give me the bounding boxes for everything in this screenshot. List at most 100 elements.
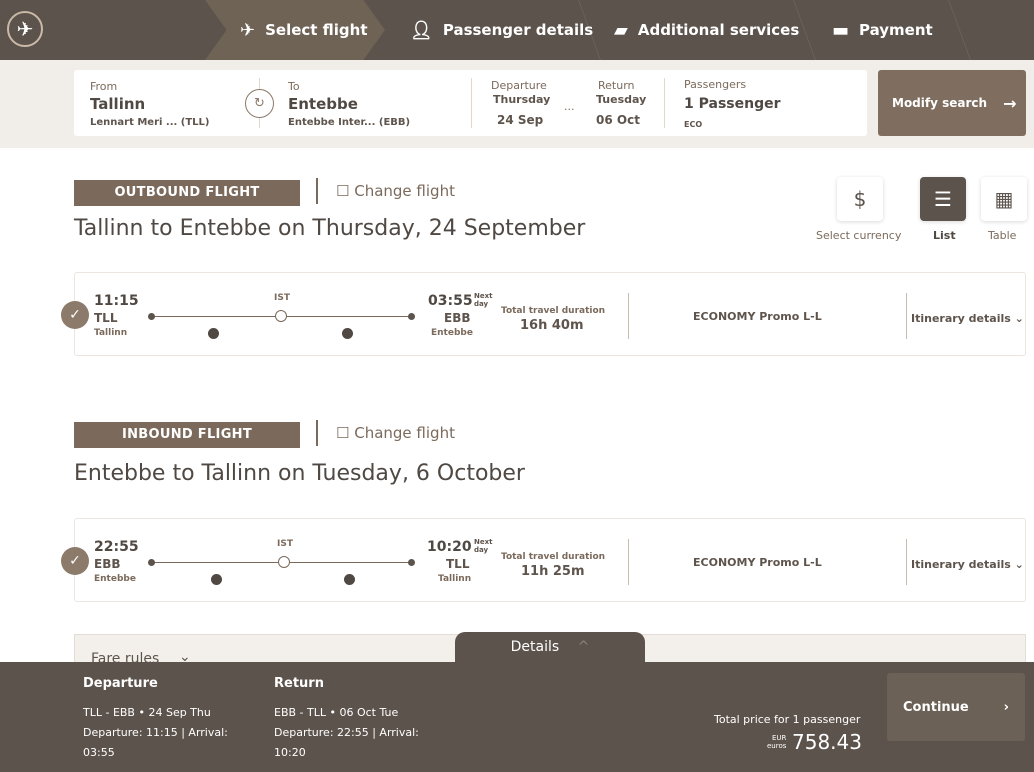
list-label: List (933, 229, 956, 242)
inbound-title: Entebbe to Tallinn on Tuesday, 6 October (74, 461, 525, 486)
airline-logo[interactable]: ✈ (7, 11, 43, 47)
step-select-flight[interactable]: ✈ Select flight (240, 0, 368, 60)
chevron-right-icon: › (1003, 699, 1009, 715)
from-label: From (90, 80, 118, 93)
step-label: Select flight (265, 21, 368, 39)
arrival-time: 03:55 (428, 293, 473, 309)
arrival-code: TLL (446, 557, 470, 571)
duration-label: Total travel duration (501, 552, 606, 562)
next-day: Next day (474, 538, 493, 554)
departure-time: 22:55 (94, 539, 139, 555)
arrival-code: EBB (444, 311, 471, 325)
card-icon: ▬ (832, 19, 850, 41)
arrow-right-icon: → (1003, 93, 1017, 113)
duration: 11h 25m (521, 564, 585, 579)
departure-time: 11:15 (94, 293, 139, 309)
ticket-icon: ▰ (614, 19, 628, 41)
details-toggle[interactable]: Details ^ (455, 632, 645, 663)
footer-departure-heading: Departure (83, 676, 158, 691)
change-flight-label: Change flight (354, 182, 455, 200)
return-day: Tuesday (596, 93, 647, 106)
divider (471, 78, 472, 128)
to-airport: Entebbe Inter... (EBB) (288, 117, 411, 128)
clock-icon (342, 328, 353, 339)
chevron-down-icon: ⌄ (1014, 558, 1024, 571)
currency-name: euros (767, 742, 787, 750)
footer-departure-route: TLL - EBB • 24 Sep Thu (83, 706, 211, 719)
cabin-class: ECO (684, 120, 703, 129)
list-view-button[interactable]: ☰ (920, 177, 966, 221)
departure-day: Thursday (493, 93, 551, 106)
passengers-label: Passengers (684, 78, 747, 91)
chevron-down-icon: ⌄ (179, 649, 191, 665)
return-label: Return (598, 79, 635, 92)
currency-code: EUR (772, 734, 787, 742)
outbound-flight-tag: OUTBOUND FLIGHT (74, 180, 300, 206)
destination-dot (408, 559, 415, 566)
search-summary[interactable]: From Tallinn Lennart Meri ... (TLL) To E… (74, 70, 867, 136)
inbound-change-flight[interactable]: ☐ Change flight (316, 420, 455, 446)
divider (906, 539, 907, 585)
total-price-label: Total price for 1 passenger (714, 713, 861, 726)
footer-return-times: Departure: 22:55 | Arrival: 10:20 (274, 726, 419, 759)
divider (628, 293, 629, 339)
from-city: Tallinn (90, 95, 146, 113)
departure-code: TLL (94, 311, 118, 325)
swap-icon[interactable]: ↻ (245, 89, 274, 118)
stop-code: IST (274, 293, 290, 303)
origin-dot (148, 313, 155, 320)
divider (628, 539, 629, 585)
modify-search-button[interactable]: Modify search → (878, 70, 1026, 136)
divider (906, 293, 907, 339)
select-currency-label: Select currency (816, 229, 902, 242)
departure-city: Entebbe (94, 574, 136, 584)
stop-code: IST (277, 539, 293, 549)
to-city: Entebbe (288, 95, 358, 113)
step-passenger-details[interactable]: 👤︎ Passenger details (410, 0, 593, 60)
clock-icon (344, 574, 355, 585)
outbound-title: Tallinn to Entebbe on Thursday, 24 Septe… (74, 216, 586, 241)
arrival-time: 10:20 (427, 539, 472, 555)
select-currency-button[interactable]: $ (837, 177, 883, 221)
edit-icon: ☐ (336, 424, 350, 442)
return-date: 06 Oct (596, 113, 640, 127)
step-label: Additional services (637, 21, 800, 39)
step-payment[interactable]: ▬ Payment (832, 0, 933, 60)
itinerary-details[interactable]: Itinerary details ⌄ (911, 558, 1024, 571)
departure-city: Tallinn (94, 328, 128, 338)
passengers-value: 1 Passenger (684, 96, 781, 112)
footer-return-heading: Return (274, 676, 324, 691)
arrival-city: Tallinn (438, 574, 472, 584)
inbound-flight-card[interactable]: ✓ 22:55 EBB Entebbe IST 10:20 Next day T… (61, 518, 1026, 602)
destination-dot (408, 313, 415, 320)
active-step-bg (205, 0, 385, 60)
itinerary-label: Itinerary details (911, 312, 1011, 325)
footer-departure-times: Departure: 11:15 | Arrival: 03:55 (83, 726, 228, 759)
fare-class[interactable]: ECONOMY Promo L-L (693, 310, 822, 323)
itinerary-details[interactable]: Itinerary details ⌄ (911, 312, 1024, 325)
chevron-down-icon: ⌄ (1014, 312, 1024, 325)
step-additional-services[interactable]: ▰ Additional services (614, 0, 799, 60)
outbound-flight-card[interactable]: ✓ 11:15 TLL Tallinn IST 03:55 Next day E… (61, 272, 1026, 356)
clock-icon (211, 574, 222, 585)
table-view-button[interactable]: ▦ (981, 177, 1027, 221)
date-separator: ... (564, 100, 575, 113)
modify-label: Modify search (892, 96, 988, 110)
footer-return-route: EBB - TLL • 06 Oct Tue (274, 706, 399, 719)
chevron-up-icon: ^ (577, 639, 590, 655)
step-label: Passenger details (442, 21, 594, 39)
table-label: Table (988, 229, 1017, 242)
divider (664, 78, 665, 128)
duration: 16h 40m (520, 318, 584, 333)
calendar-icon: ▦ (994, 187, 1014, 211)
currency-exchange-icon: $ (853, 187, 867, 211)
fare-class[interactable]: ECONOMY Promo L-L (693, 556, 822, 569)
continue-button[interactable]: Continue › (887, 673, 1025, 741)
departure-date: 24 Sep (497, 113, 544, 127)
continue-label: Continue (903, 699, 969, 715)
step-divider (929, 0, 971, 60)
to-label: To (288, 80, 300, 93)
step-label: Payment (859, 21, 933, 39)
outbound-change-flight[interactable]: ☐ Change flight (316, 178, 455, 204)
details-label: Details (510, 639, 560, 655)
